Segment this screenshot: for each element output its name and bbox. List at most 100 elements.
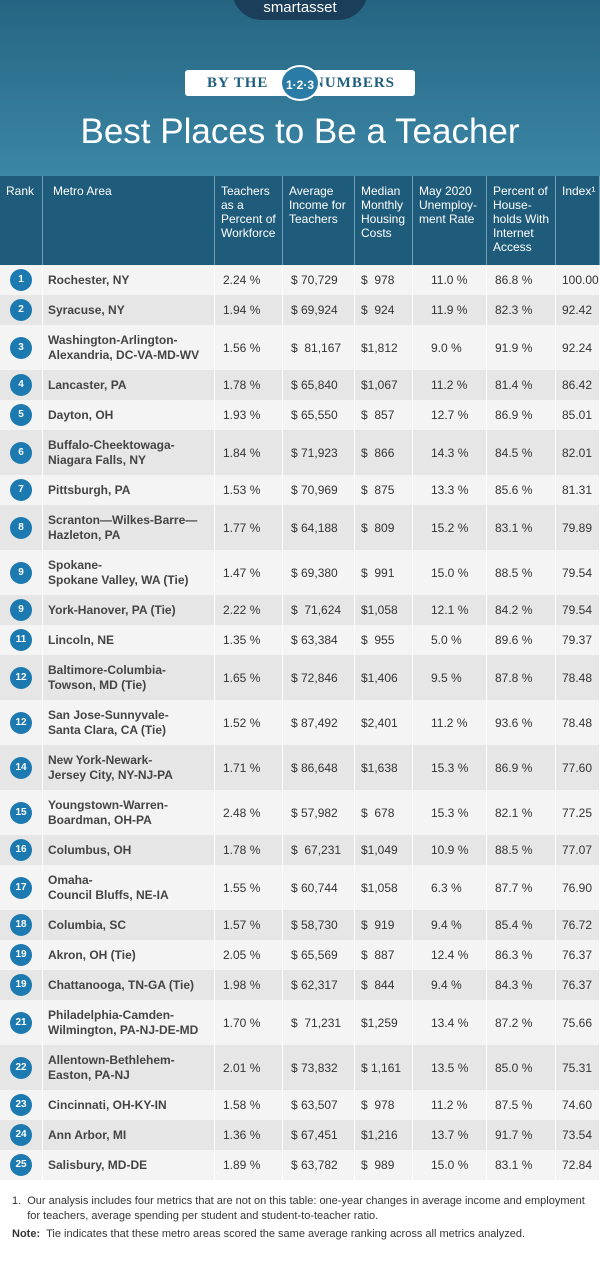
rank-badge: 19 — [10, 944, 32, 966]
cell-text: $1,216 — [361, 1128, 398, 1142]
table-cell: $ 81,167 — [283, 325, 355, 370]
table-cell: 1.98 % — [215, 970, 283, 1000]
table-row: 12 San Jose-Sunnyvale- Santa Clara, CA (Ti… — [0, 700, 600, 745]
cell-text: 88.5 % — [495, 843, 533, 857]
header-line: Income for — [289, 198, 346, 212]
header-line: House- — [493, 198, 532, 212]
table-row: 1 Rochester, NY 2.24 % $ 70,729 $ 978 11.0 % 8… — [0, 265, 600, 295]
table-cell: 92.24 — [556, 325, 600, 370]
table-cell: Syracuse, NY — [43, 295, 215, 325]
header-line: Internet — [493, 226, 534, 240]
header-line: Monthly — [361, 198, 404, 212]
cell-text: 1.78 % — [223, 378, 261, 392]
table-cell: 92.42 — [556, 295, 600, 325]
cell-text: $ 71,624 — [291, 603, 342, 617]
table-cell: Omaha- Council Bluffs, NE-IA — [43, 865, 215, 910]
table-cell: 13.4 % — [413, 1000, 487, 1045]
header-line: Teachers — [289, 212, 338, 226]
table-cell: 1.93 % — [215, 400, 283, 430]
cell-text: 13.5 % — [431, 1060, 469, 1075]
table-cell: $2,401 — [355, 700, 413, 745]
table-cell: $ 67,231 — [283, 835, 355, 865]
table-cell: $ 69,380 — [283, 550, 355, 595]
table-cell: 9 — [0, 595, 43, 625]
table-cell: 19 — [0, 940, 43, 970]
cell-text: 1.47 % — [223, 565, 261, 580]
cell-text: 1.84 % — [223, 445, 261, 460]
cell-text: 73.54 — [562, 1128, 593, 1142]
table-cell: 12.1 % — [413, 595, 487, 625]
cell-text: 93.6 % — [495, 715, 533, 730]
banner-badge: 1·2·3 — [280, 65, 320, 101]
cell-text: 82.3 % — [495, 303, 533, 317]
cell-text: $ 857 — [361, 408, 395, 422]
rank-badge: 7 — [10, 479, 32, 501]
cell-text: 9.0 % — [431, 340, 462, 355]
metro-line: Rochester, NY — [48, 272, 130, 287]
metro-line: Cincinnati, OH-KY-IN — [48, 1097, 167, 1112]
cell-text: $ 844 — [361, 978, 395, 992]
cell-text: 1.78 % — [223, 843, 261, 857]
table-cell: 76.37 — [556, 970, 600, 1000]
cell-text: $1,638 — [361, 760, 398, 775]
rank-badge: 12 — [10, 711, 32, 734]
table-row: 19 Akron, OH (Tie) 2.05 % $ 65,569 $ 887 12.4… — [0, 940, 600, 970]
table-cell: $ 71,231 — [283, 1000, 355, 1045]
metro-line: Jersey City, NY-NJ-PA — [48, 767, 173, 782]
table-cell: 6 — [0, 430, 43, 475]
rank-badge: 9 — [10, 561, 32, 584]
table-cell: San Jose-Sunnyvale- Santa Clara, CA (Tie) — [43, 700, 215, 745]
table-cell: 1.94 % — [215, 295, 283, 325]
cell-text: $ 887 — [361, 948, 395, 962]
table-cell: 88.5 % — [487, 550, 556, 595]
table-cell: 78.48 — [556, 655, 600, 700]
cell-text: $ 63,507 — [291, 1098, 338, 1112]
header-line: holds With — [493, 212, 550, 226]
table-row: 5 Dayton, OH 1.93 % $ 65,550 $ 857 12.7 % 86.9… — [0, 400, 600, 430]
table-row: 18 Columbia, SC 1.57 % $ 58,730 $ 919 9.4 % 85… — [0, 910, 600, 940]
rank-badge: 16 — [10, 839, 32, 861]
table-cell: 86.9 % — [487, 745, 556, 790]
footnote-marker: Note: — [12, 1228, 41, 1240]
table-cell: 77.07 — [556, 835, 600, 865]
table-cell: 1.56 % — [215, 325, 283, 370]
table-cell: 9.4 % — [413, 970, 487, 1000]
cell-text: 9.4 % — [431, 978, 462, 992]
cell-text: 87.8 % — [495, 670, 533, 685]
cell-text: 1.55 % — [223, 880, 261, 895]
header-line: Metro Area — [53, 184, 112, 198]
table-cell: Dayton, OH — [43, 400, 215, 430]
table-cell: $1,259 — [355, 1000, 413, 1045]
footnote-marker: 1. — [12, 1195, 22, 1207]
cell-text: $ 70,729 — [291, 273, 338, 287]
cell-text: 1.53 % — [223, 483, 261, 497]
table-cell: 87.5 % — [487, 1090, 556, 1120]
title: Best Places to Be a Teacher — [80, 112, 520, 151]
cell-text: 13.4 % — [431, 1015, 469, 1030]
table-cell: 76.72 — [556, 910, 600, 940]
cell-text: $ 1,161 — [361, 1060, 402, 1075]
table-cell: 74.60 — [556, 1090, 600, 1120]
header-line: Average — [289, 184, 334, 198]
table-cell: 11.2 % — [413, 700, 487, 745]
metro-line: Towson, MD (Tie) — [48, 677, 147, 692]
table-cell: $ 70,969 — [283, 475, 355, 505]
footnote: Note: Tie indicates that these metro area… — [12, 1227, 590, 1242]
table-cell: 86.9 % — [487, 400, 556, 430]
rank-badge: 22 — [10, 1056, 32, 1079]
cell-text: 86.8 % — [495, 273, 533, 287]
table-cell: $ 955 — [355, 625, 413, 655]
table-cell: $ 60,744 — [283, 865, 355, 910]
metro-line: Santa Clara, CA (Tie) — [48, 722, 167, 737]
table-cell: Washington-Arlington- Alexandria, DC-VA-M… — [43, 325, 215, 370]
column-header: May 2020 Unemploy-ment Rate — [413, 176, 487, 265]
table-cell: 79.54 — [556, 550, 600, 595]
metro-line: Scranton—Wilkes-Barre— — [48, 512, 198, 527]
table-cell: $ 71,624 — [283, 595, 355, 625]
table-cell: Columbus, OH — [43, 835, 215, 865]
rank-badge: 1 — [10, 269, 32, 291]
metro-line: Allentown-Bethlehem- — [48, 1052, 175, 1067]
cell-text: $ 875 — [361, 483, 395, 497]
table-cell: 13.5 % — [413, 1045, 487, 1090]
cell-text: 82.1 % — [495, 805, 533, 820]
